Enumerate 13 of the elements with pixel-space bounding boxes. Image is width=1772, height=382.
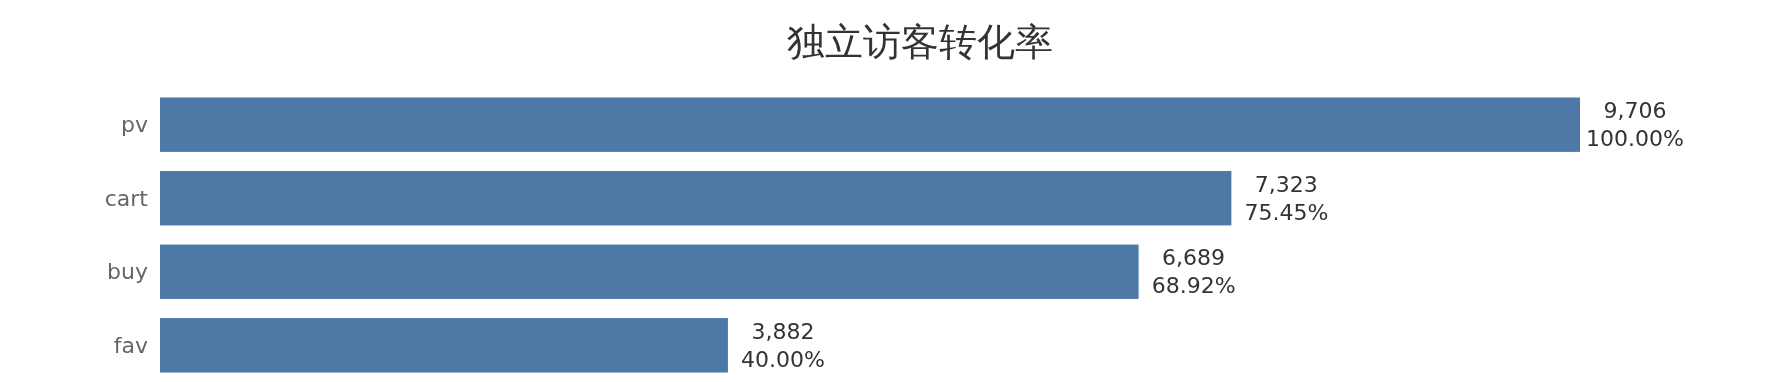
bar (160, 318, 728, 373)
data-label: 7,323 75.45% (1244, 171, 1329, 225)
y-tick-label: buy (107, 259, 148, 285)
bar (160, 244, 1139, 299)
y-tick-label: pv (121, 112, 148, 138)
data-label: 6,689 68.92% (1151, 245, 1236, 299)
data-label: 9,706 100.00% (1586, 98, 1684, 152)
chart-title: 独立访客转化率 (787, 20, 1053, 64)
y-tick-label: cart (104, 185, 149, 211)
y-tick-label: fav (113, 333, 148, 359)
bar (160, 171, 1232, 226)
bar (160, 97, 1580, 152)
data-label: 3,882 40.00% (741, 319, 825, 373)
